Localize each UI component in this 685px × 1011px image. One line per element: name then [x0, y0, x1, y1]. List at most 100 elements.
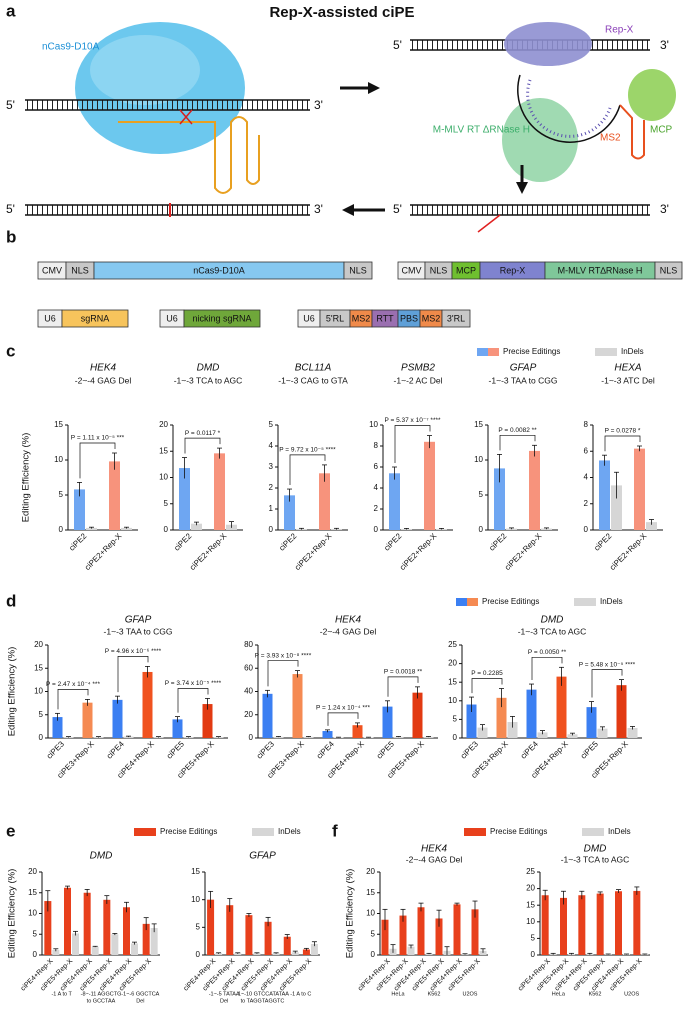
error-bar: [589, 701, 594, 713]
y-tick-label: 0: [164, 525, 169, 534]
x-tick-label: ciPE2: [67, 531, 89, 553]
diagram-title: Rep-X-assisted ciPE: [269, 4, 414, 21]
flap: [477, 214, 501, 233]
y-tick-label: 4: [269, 441, 274, 450]
chart-title: DMD: [541, 615, 564, 626]
error-bar: [637, 445, 642, 452]
error-bar: [587, 952, 593, 955]
error-bar: [194, 521, 199, 526]
panel-label: a: [6, 1, 16, 20]
legend-swatch: [467, 598, 478, 606]
p-value: P = 5.48 x 10⁻⁵ ****: [579, 661, 636, 668]
bar: [52, 950, 60, 955]
y-tick-label: 0: [584, 525, 589, 534]
bar: [74, 489, 85, 530]
bar: [215, 953, 223, 955]
error-bar: [385, 700, 390, 713]
bar: [333, 737, 344, 738]
bracket: [289, 454, 326, 486]
bar: [541, 895, 549, 955]
bar: [615, 891, 622, 955]
bar: [393, 736, 404, 738]
bar: [597, 728, 608, 738]
y-tick-label: 10: [448, 696, 457, 705]
bar: [596, 893, 604, 955]
legend-label: Precise Editings: [503, 347, 560, 356]
y-tick-label: 6: [374, 462, 379, 471]
protein-label: nCas9-D10A: [42, 42, 100, 53]
y-tick-label: 15: [159, 446, 168, 455]
bar: [172, 719, 183, 738]
y-tick-label: 3: [269, 462, 274, 471]
construct-box: [441, 309, 471, 328]
construct-label: 3'RL: [447, 313, 465, 323]
y-axis-label: Editing Efficiency (%): [7, 647, 18, 737]
error-bar: [151, 923, 157, 933]
y-tick-label: 15: [474, 420, 483, 429]
error-bar: [462, 953, 468, 955]
error-bar: [426, 736, 431, 738]
y-tick-label: 20: [159, 420, 168, 429]
bracket: [471, 678, 503, 694]
error-bar: [216, 952, 222, 954]
protein-label: M-MLV RT ΔRNase H: [433, 125, 530, 136]
y-tick-label: 5: [479, 490, 484, 499]
bar: [121, 527, 132, 530]
error-bar: [229, 521, 234, 528]
bar: [319, 473, 330, 530]
legend-label: InDels: [608, 827, 631, 836]
y-tick-label: 25: [448, 640, 457, 649]
group-label: -8~-11 AGGCTG: [81, 991, 122, 997]
error-bar: [415, 686, 420, 699]
construct-label: PBS: [400, 313, 418, 323]
construct-label: MCP: [456, 265, 476, 275]
group-label: -1 A to T: [51, 991, 72, 997]
bar: [466, 704, 477, 738]
y-tick-label: 20: [34, 640, 43, 649]
y-tick-label: 40: [244, 687, 253, 696]
chart-subtitle: -1~-2 AC Del: [394, 375, 443, 385]
bar: [627, 727, 638, 738]
error-bar: [89, 526, 94, 529]
error-bar: [480, 724, 485, 731]
error-bar: [182, 457, 187, 479]
legend-swatch: [488, 348, 499, 356]
group-label: -1 A to C: [290, 991, 311, 997]
error-bar: [624, 953, 629, 955]
bar: [83, 892, 91, 955]
error-bar: [186, 736, 191, 738]
legend-label: InDels: [278, 827, 301, 836]
error-bar: [306, 736, 311, 738]
bracket: [327, 712, 359, 726]
error-bar: [570, 732, 575, 736]
y-tick-label: 5: [39, 710, 44, 719]
y-axis-label: Editing Efficiency (%): [21, 433, 32, 523]
error-bar: [112, 452, 117, 470]
y-tick-label: 8: [374, 441, 379, 450]
legend-swatch: [595, 348, 617, 356]
p-value: P = 4.96 x 10⁻⁶ ****: [105, 648, 162, 655]
panel-label: f: [332, 821, 338, 840]
error-bar: [273, 952, 279, 954]
bar: [191, 523, 202, 530]
arrowhead: [516, 182, 528, 194]
p-value: P = 0.2285: [471, 670, 503, 677]
construct-label: NLS: [430, 265, 448, 275]
x-tick-label: ciPE2: [487, 531, 509, 553]
bar: [262, 693, 273, 738]
bar: [123, 736, 134, 738]
bar: [567, 734, 578, 738]
error-bar: [235, 952, 241, 954]
y-tick-label: 8: [584, 420, 589, 429]
scissors: [179, 109, 193, 125]
bar: [183, 737, 194, 738]
protein-label: Rep-X: [605, 25, 634, 36]
group-label: Del: [220, 998, 228, 1004]
x-tick-label: ciPE4+Rep-X: [182, 958, 217, 993]
error-bar: [325, 729, 330, 733]
error-bar: [444, 946, 450, 955]
construct-box: [61, 309, 129, 328]
bracket: [531, 656, 563, 681]
error-bar: [619, 679, 624, 691]
